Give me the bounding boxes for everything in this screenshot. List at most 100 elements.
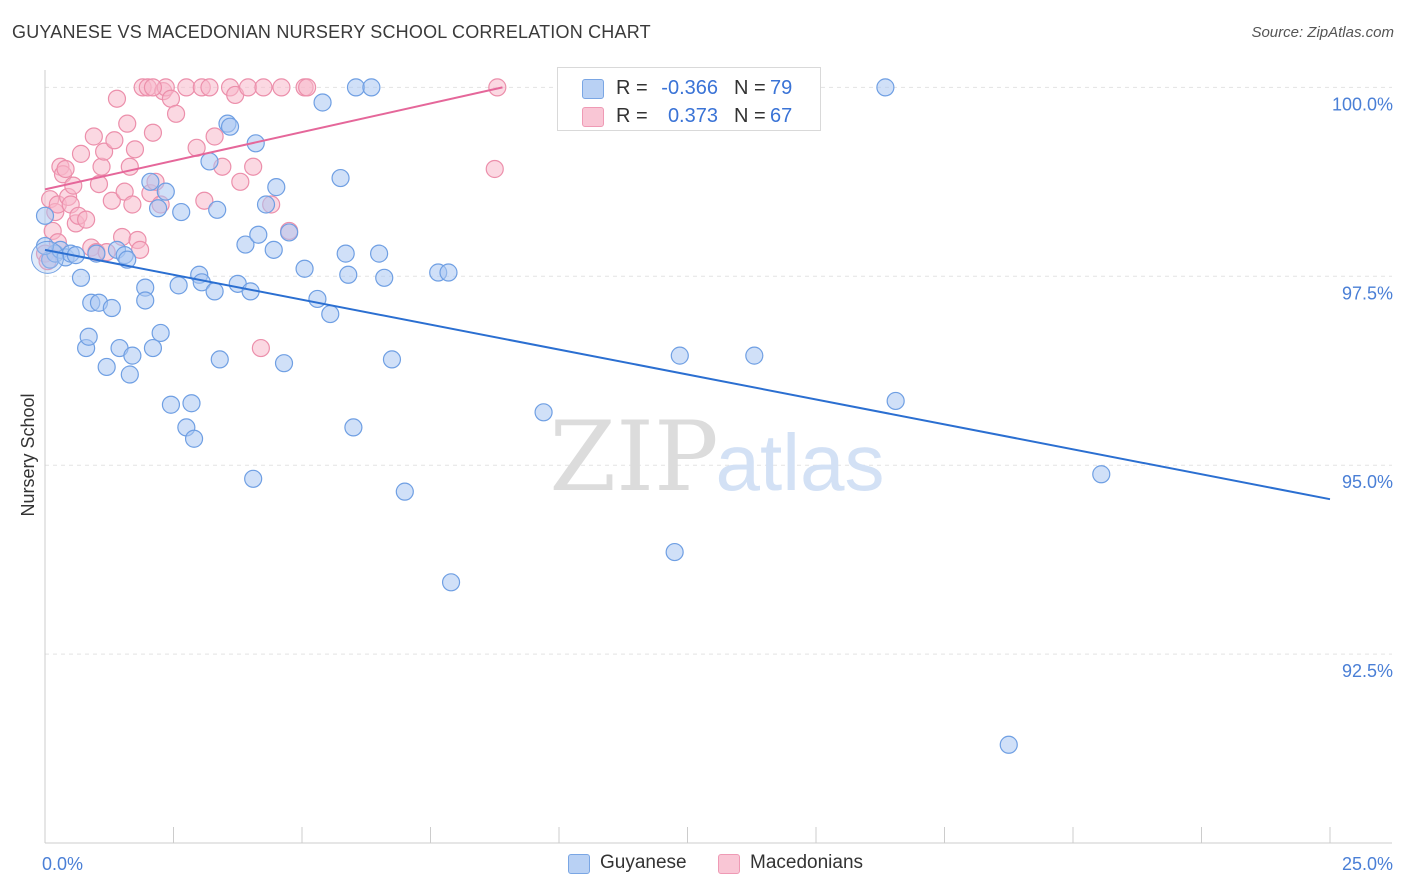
macedonians-point (231, 172, 250, 191)
macedonians-point (143, 78, 163, 97)
guyanese-point (295, 259, 314, 278)
macedonians-point (56, 159, 75, 179)
macedonians-point (298, 78, 317, 97)
guyanese-point (120, 365, 139, 384)
macedonians-point (485, 159, 504, 179)
macedonians-point (92, 157, 111, 176)
guyanese-point (31, 240, 65, 274)
macedonians-point (143, 123, 163, 142)
guyanese-point (441, 573, 461, 592)
macedonians-point (166, 104, 186, 123)
axes (44, 70, 1392, 844)
legend-label-guyanese: Guyanese (600, 852, 687, 873)
chart-title: GUYANESE VS MACEDONIAN NURSERY SCHOOL CO… (12, 22, 651, 42)
watermark-atlas: atlas (716, 418, 885, 507)
y-tick-label-0: 100.0% (1332, 94, 1393, 114)
legend-n-value: 79 (770, 77, 793, 99)
guyanese-point (184, 429, 204, 448)
x-tick-labels: 0.0% 25.0% (42, 854, 1393, 874)
legend-n-label: N = (734, 77, 766, 99)
guyanese-point (439, 263, 458, 282)
guyanese-point (35, 206, 55, 225)
legend-r-value: 0.373 (667, 105, 718, 127)
guyanese-point (280, 223, 299, 242)
macedonians-point (254, 78, 273, 97)
guyanese-point (1092, 465, 1111, 484)
legend-row-guyanese: R = -0.366 N = 79 (558, 74, 820, 102)
macedonians-point (272, 78, 291, 97)
macedonians-point (177, 78, 196, 97)
guyanese-point (745, 346, 764, 365)
guyanese-point (205, 282, 224, 301)
legend-swatch-pink (582, 107, 604, 127)
source-label: Source: ZipAtlas.com (1251, 24, 1394, 41)
guyanese-point (331, 168, 350, 188)
guyanese-trend-line (44, 248, 1331, 501)
legend-label-macedonians: Macedonians (750, 852, 864, 873)
macedonians-point (107, 89, 127, 108)
macedonians-point (195, 191, 214, 210)
guyanese-point (102, 298, 121, 318)
guyanese-point (267, 178, 286, 197)
macedonians-point (89, 174, 109, 194)
guyanese-point (999, 735, 1018, 754)
macedonians-point (84, 127, 103, 146)
guyanese-point (156, 182, 175, 201)
macedonians-point (95, 142, 114, 161)
guyanese-swatch (568, 854, 590, 874)
legend-n-label: N = (734, 105, 766, 127)
guyanese-point (208, 200, 227, 219)
guyanese-point (886, 391, 905, 411)
guyanese-point (344, 418, 363, 437)
legend-row-macedonians: R = 0.373 N = 67 (558, 102, 820, 130)
guyanese-points (31, 78, 1111, 754)
trend-lines (44, 86, 1331, 501)
guyanese-point (339, 265, 358, 284)
guyanese-point (336, 244, 355, 263)
guyanese-point (308, 289, 327, 309)
guyanese-point (141, 172, 160, 191)
legend-n-value: 67 (770, 105, 793, 127)
guyanese-point (395, 482, 414, 501)
guyanese-point (274, 354, 294, 373)
guyanese-point (161, 395, 181, 414)
guyanese-point (876, 78, 895, 97)
macedonians-point (238, 78, 258, 97)
macedonians-point (105, 131, 124, 150)
guyanese-point (200, 152, 219, 171)
watermark: ZIP atlas (549, 401, 884, 513)
guyanese-point (97, 357, 116, 377)
guyanese-point (670, 346, 689, 365)
macedonians-point (71, 144, 91, 163)
macedonians-point (205, 127, 224, 146)
legend-swatch-blue (582, 79, 604, 99)
macedonians-point (161, 89, 181, 108)
guyanese-point (220, 117, 240, 136)
guyanese-point (370, 244, 389, 263)
guyanese-point (375, 268, 394, 287)
macedonians-point (64, 176, 83, 195)
watermark-zip: ZIP (549, 401, 718, 513)
series-legend: Guyanese Macedonians (0, 851, 1406, 877)
guyanese-point (534, 403, 553, 422)
macedonians-point (200, 78, 219, 97)
macedonians-point (118, 114, 137, 133)
y-tick-label-3: 92.5% (1342, 661, 1393, 681)
guyanese-point (362, 78, 381, 97)
x-tick-label-0: 0.0% (42, 854, 83, 874)
guyanese-point (182, 394, 201, 413)
x-tick-label-1: 25.0% (1342, 854, 1393, 874)
guyanese-point (249, 225, 268, 244)
macedonians-point (251, 338, 270, 358)
guyanese-point (264, 240, 283, 259)
macedonians-point (77, 210, 96, 229)
guyanese-point (148, 199, 168, 218)
macedonians-point (125, 140, 145, 159)
y-tick-label-2: 95.0% (1342, 472, 1393, 492)
guyanese-point (236, 235, 255, 254)
guyanese-point (151, 323, 170, 343)
guyanese-point (665, 542, 684, 562)
y-axis-label: Nursery School (18, 393, 38, 516)
guyanese-point (118, 250, 137, 269)
